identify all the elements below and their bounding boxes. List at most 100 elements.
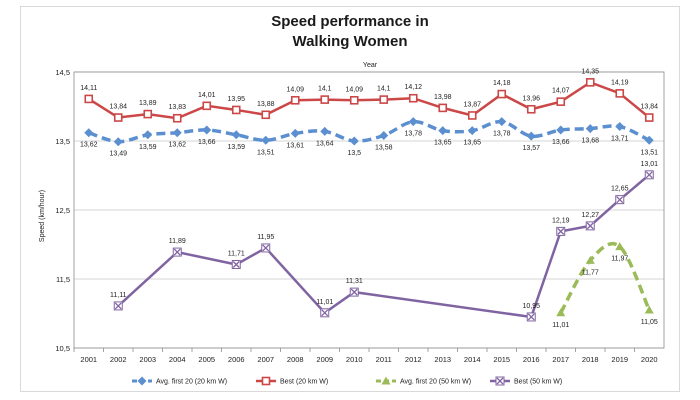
- data-point: [202, 125, 212, 135]
- series-2: [556, 241, 654, 317]
- x-marker-cross: [114, 302, 122, 310]
- data-point: [408, 93, 418, 103]
- data-label: 13,5: [347, 150, 361, 157]
- data-label: 14,18: [493, 80, 511, 87]
- data-point: [290, 128, 300, 138]
- data-point: [644, 305, 654, 314]
- data-label: 11,95: [257, 234, 274, 241]
- data-label: 12,27: [581, 212, 599, 219]
- legend-label: Best (20 km W): [280, 379, 328, 386]
- series-line: [88, 119, 651, 144]
- legend-marker: [261, 376, 271, 386]
- data-label: 13,59: [227, 144, 245, 151]
- x-axis-title: Year: [363, 62, 378, 69]
- data-point: [231, 130, 241, 140]
- data-point: [320, 126, 330, 136]
- data-label: 13,57: [522, 145, 540, 152]
- data-point: [408, 117, 418, 127]
- series-line: [559, 241, 651, 314]
- x-tick-label: 2003: [139, 355, 156, 364]
- legend-marker: [381, 376, 391, 385]
- legend-label: Best (50 km W): [514, 379, 562, 386]
- data-label: 13,78: [404, 131, 422, 138]
- legend: Avg. first 20 (20 km W) Best (20 km W) Avg…: [132, 376, 562, 386]
- data-label: 14,01: [198, 92, 216, 99]
- legend-label: Avg. first 20 (50 km W): [400, 379, 471, 386]
- data-point: [290, 95, 300, 105]
- data-label: 14,19: [611, 79, 629, 86]
- data-point: [320, 95, 330, 104]
- data-label: 13,71: [611, 136, 629, 143]
- x-marker-cross: [496, 377, 504, 385]
- data-label: 11,97: [611, 256, 628, 263]
- data-label: 11,89: [169, 238, 186, 245]
- x-tick-label: 2010: [346, 355, 363, 364]
- data-label: 13,59: [139, 144, 157, 151]
- data-label: 13,62: [80, 142, 98, 149]
- data-label: 13,64: [316, 140, 334, 147]
- data-label: 11,11: [110, 292, 127, 299]
- data-label: 13,66: [198, 139, 216, 146]
- data-label: 13,51: [257, 149, 275, 156]
- data-label: 14,35: [581, 68, 599, 75]
- x-tick-label: 2011: [376, 355, 392, 364]
- data-point: [143, 109, 153, 119]
- data-point: [585, 124, 595, 134]
- x-tick-label: 2017: [552, 355, 569, 364]
- data-label: 13,78: [493, 131, 511, 138]
- series-1: [84, 78, 654, 123]
- data-label: 13,58: [375, 144, 393, 151]
- data-point: [231, 260, 241, 270]
- data-point: [526, 104, 536, 114]
- data-point: [202, 101, 212, 111]
- x-tick-label: 2014: [464, 355, 481, 364]
- data-label: 12,65: [611, 186, 629, 193]
- data-point: [261, 110, 271, 120]
- data-point: [526, 131, 536, 141]
- data-point: [585, 78, 595, 87]
- data-point: [615, 89, 625, 98]
- data-point: [320, 308, 330, 318]
- data-point: [261, 243, 271, 253]
- legend-entry: Avg. first 20 (20 km W): [132, 376, 227, 386]
- y-tick-label: 10,5: [55, 344, 70, 353]
- data-point: [585, 255, 595, 264]
- data-label: 14,09: [286, 86, 304, 93]
- data-label: 14,09: [345, 86, 363, 93]
- data-point: [172, 113, 182, 123]
- x-marker-cross: [262, 244, 270, 252]
- legend-entry: Avg. first 20 (50 km W): [376, 376, 471, 386]
- data-label: 11,71: [228, 251, 245, 258]
- data-point: [231, 105, 241, 115]
- series-3: [113, 170, 654, 322]
- data-point: [556, 226, 566, 236]
- data-point: [438, 126, 448, 136]
- y-axis-title: Speed (km/hour): [39, 190, 46, 242]
- data-point: [556, 97, 566, 106]
- data-label: 13,98: [434, 94, 452, 101]
- x-tick-label: 2004: [169, 355, 186, 364]
- x-tick-label: 2019: [611, 355, 628, 364]
- series-line: [88, 80, 651, 120]
- x-tick-label: 2009: [316, 355, 333, 364]
- data-point: [113, 113, 123, 122]
- data-label: 13,49: [109, 151, 127, 158]
- y-tick-label: 12,5: [55, 206, 70, 215]
- data-label: 14,11: [80, 85, 97, 92]
- data-label: 13,96: [522, 95, 540, 102]
- data-label: 13,88: [257, 101, 275, 108]
- data-label: 13,68: [581, 138, 599, 145]
- data-label: 14,07: [552, 88, 570, 95]
- gridlines: [74, 71, 664, 349]
- x-marker-cross: [173, 248, 181, 256]
- data-label: 13,65: [463, 140, 481, 147]
- data-point: [556, 308, 566, 317]
- data-point: [143, 130, 153, 140]
- data-point: [526, 312, 536, 322]
- x-tick-label: 2020: [641, 355, 658, 364]
- y-tick-label: 11,5: [56, 275, 70, 284]
- data-point: [172, 247, 182, 257]
- legend-entry: Best (50 km W): [490, 376, 562, 386]
- data-point: [615, 242, 625, 251]
- chart-title-line-2: Walking Women: [292, 33, 408, 50]
